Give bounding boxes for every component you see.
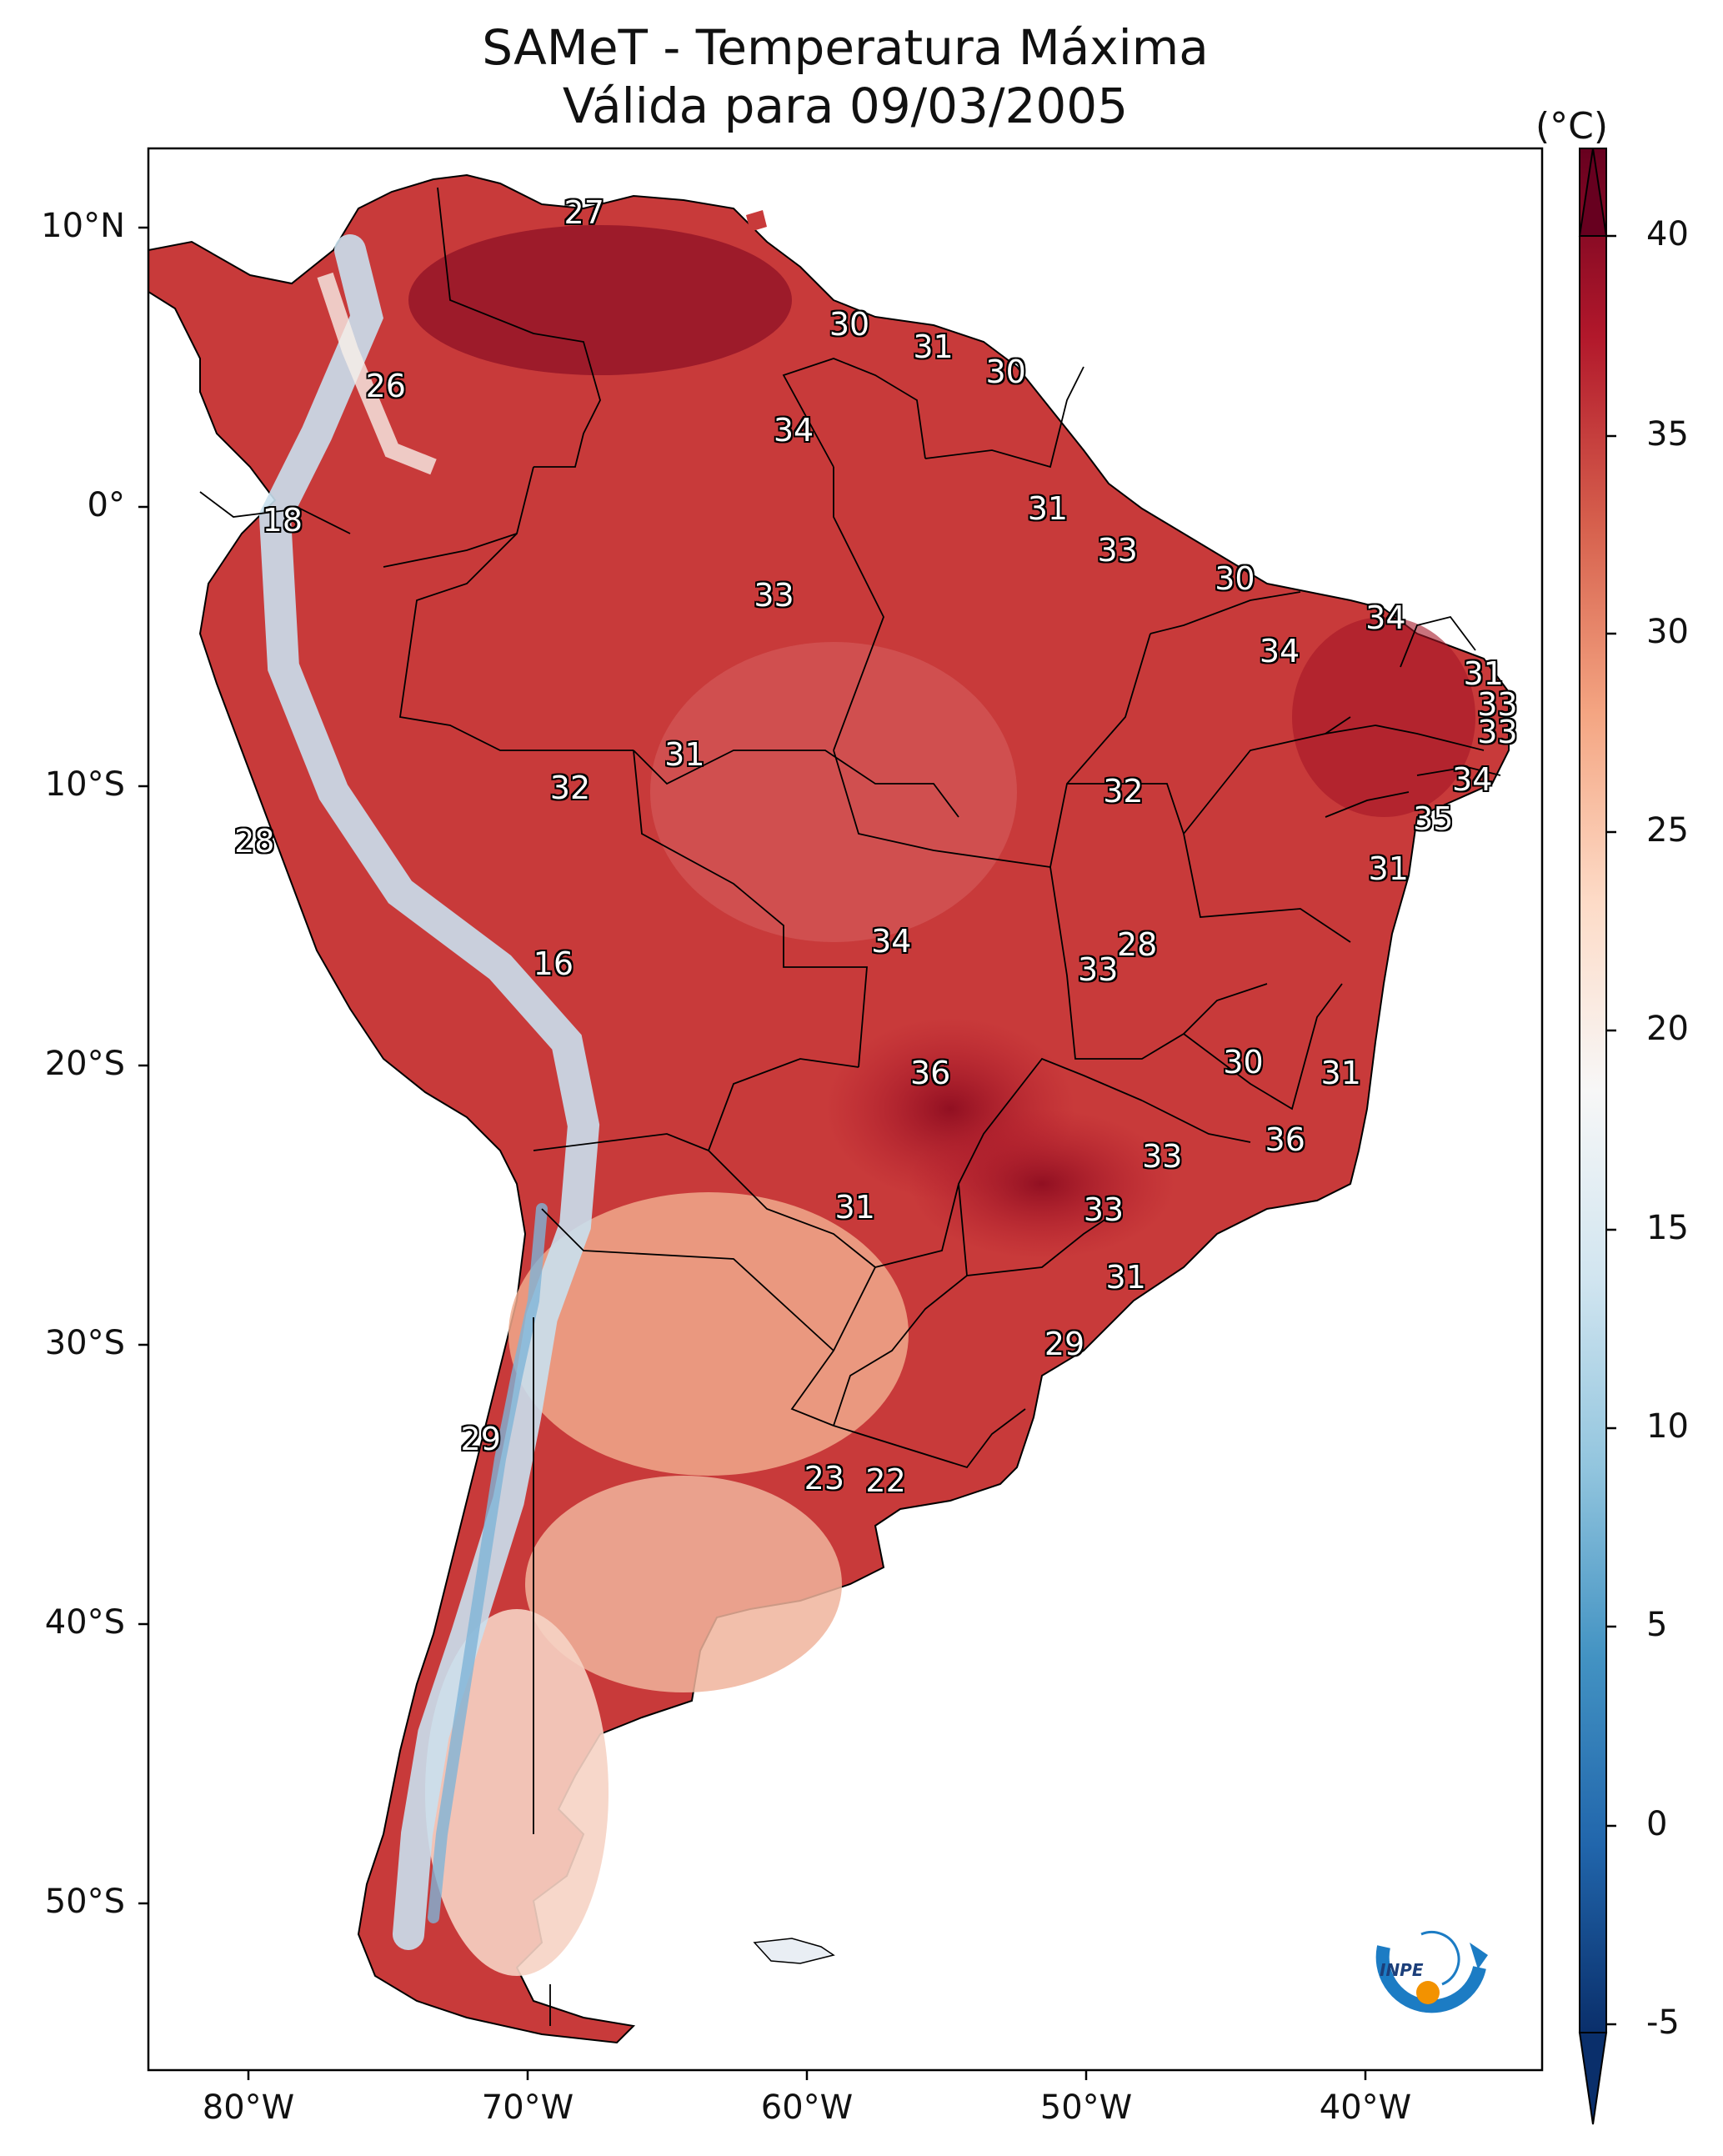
falkland-islands: [753, 1938, 835, 1964]
colorbar-tick-minus5: -5: [1646, 2003, 1680, 2042]
temperature-value-label: 33: [1477, 714, 1518, 751]
temperature-value-label: 36: [910, 1054, 951, 1091]
temperature-value-label: 26: [365, 367, 406, 404]
argentina-warm-region: [508, 1192, 909, 1476]
temperature-value-label: 30: [985, 353, 1026, 391]
lon-label-50w: 50°W: [1039, 2088, 1133, 2127]
temperature-value-label: 34: [1259, 633, 1300, 670]
temperature-value-label: 31: [834, 1188, 875, 1226]
temperature-value-label: 28: [1116, 925, 1158, 963]
colorbar-tick-0: 0: [1646, 1805, 1668, 1843]
map-frame: [147, 147, 1544, 2072]
colorbar: [1579, 148, 1607, 2033]
country-borders: [199, 187, 1501, 2026]
lat-label-10s: 10°S: [44, 765, 125, 804]
colorbar-tick-10: 10: [1646, 1407, 1689, 1446]
temperature-value-label: 32: [549, 770, 591, 807]
temperature-value-label: 22: [865, 1462, 906, 1500]
temperature-value-label: 31: [1105, 1258, 1146, 1296]
temperature-value-label: 33: [1142, 1138, 1183, 1176]
temperature-value-label: 31: [664, 736, 705, 773]
lat-label-50s: 50°S: [44, 1883, 125, 1921]
colorbar-unit: (°C): [1535, 105, 1609, 148]
temperature-value-label: 34: [773, 412, 814, 449]
lon-label-40w: 40°W: [1319, 2088, 1412, 2127]
lat-label-0: 0°: [87, 486, 125, 524]
temperature-value-label: 33: [1083, 1191, 1124, 1229]
temperature-value-label: 16: [533, 945, 574, 983]
lon-label-70w: 70°W: [481, 2088, 574, 2127]
temperature-value-label: 29: [1044, 1325, 1085, 1362]
temperature-value-label: 33: [1078, 950, 1119, 988]
temperature-value-label: 18: [262, 501, 303, 539]
central-brazil-region: [650, 642, 1017, 942]
map-subtitle: Válida para 09/03/2005: [562, 78, 1129, 134]
colorbar-tick-15: 15: [1646, 1209, 1689, 1247]
northeast-hot-region: [1292, 617, 1475, 817]
temperature-value-label: 36: [1265, 1121, 1305, 1159]
temperature-value-label: 34: [1452, 761, 1493, 799]
temperature-value-label: 31: [1463, 654, 1504, 692]
inpe-logo-text: INPE: [1380, 1960, 1424, 1980]
temperature-value-label: 33: [1097, 532, 1138, 569]
colombia-andes-cool: [317, 272, 437, 475]
sao-paulo-hot-region: [909, 1109, 1175, 1259]
andes-cool-band: [258, 234, 600, 1950]
patagonia-south-region: [425, 1609, 609, 1976]
colorbar-tick-25: 25: [1646, 811, 1689, 850]
colorbar-tick-marks: [1606, 234, 1616, 2026]
temperature-value-label: 34: [1365, 599, 1406, 636]
temperature-value-label: 23: [804, 1459, 845, 1497]
continent-group: [148, 173, 1510, 2044]
lat-label-40s: 40°S: [44, 1603, 125, 1642]
temperature-value-label: 30: [1223, 1043, 1264, 1081]
temperature-value-label: 28: [234, 822, 275, 860]
lon-label-80w: 80°W: [202, 2088, 295, 2127]
colorbar-tick-5: 5: [1646, 1606, 1668, 1644]
temperature-value-label: 33: [754, 577, 794, 614]
temperature-value-label: 31: [913, 328, 954, 365]
temperature-value-label: 34: [871, 923, 912, 960]
temperature-value-label: 30: [829, 306, 870, 343]
lat-label-30s: 30°S: [44, 1324, 125, 1362]
colorbar-tick-20: 20: [1646, 1010, 1689, 1048]
colorbar-tick-35: 35: [1646, 415, 1689, 454]
temperature-value-label: 27: [563, 194, 604, 232]
colorbar-tick-30: 30: [1646, 613, 1689, 651]
temperature-value-label: 31: [1320, 1054, 1361, 1091]
andes-cold-core: [428, 1203, 548, 1923]
axis-tick-marks: [138, 226, 1367, 2080]
venezuela-hot-region: [408, 225, 792, 375]
inpe-logo: INPE: [1375, 1931, 1488, 2013]
colorbar-min-extension: [1578, 2032, 1608, 2125]
temperature-value-label: 31: [1368, 850, 1409, 888]
temperature-value-label: 31: [1027, 490, 1069, 528]
lon-label-60w: 60°W: [760, 2088, 854, 2127]
trinidad-island: [746, 210, 767, 232]
lat-label-20s: 20°S: [44, 1045, 125, 1083]
temperature-value-label: 30: [1215, 559, 1255, 597]
map-title: SAMeT - Temperatura Máxima: [482, 19, 1209, 76]
temperature-value-label: 33: [1477, 685, 1518, 723]
temperature-value-label: 29: [460, 1420, 501, 1457]
colorbar-max-extension: [1578, 148, 1608, 237]
lat-label-10n: 10°N: [41, 207, 125, 245]
patagonia-north-region: [525, 1476, 842, 1692]
colorbar-tick-40: 40: [1646, 215, 1689, 253]
temperature-value-label: 35: [1413, 800, 1454, 838]
temperature-value-label: 32: [1103, 772, 1144, 810]
